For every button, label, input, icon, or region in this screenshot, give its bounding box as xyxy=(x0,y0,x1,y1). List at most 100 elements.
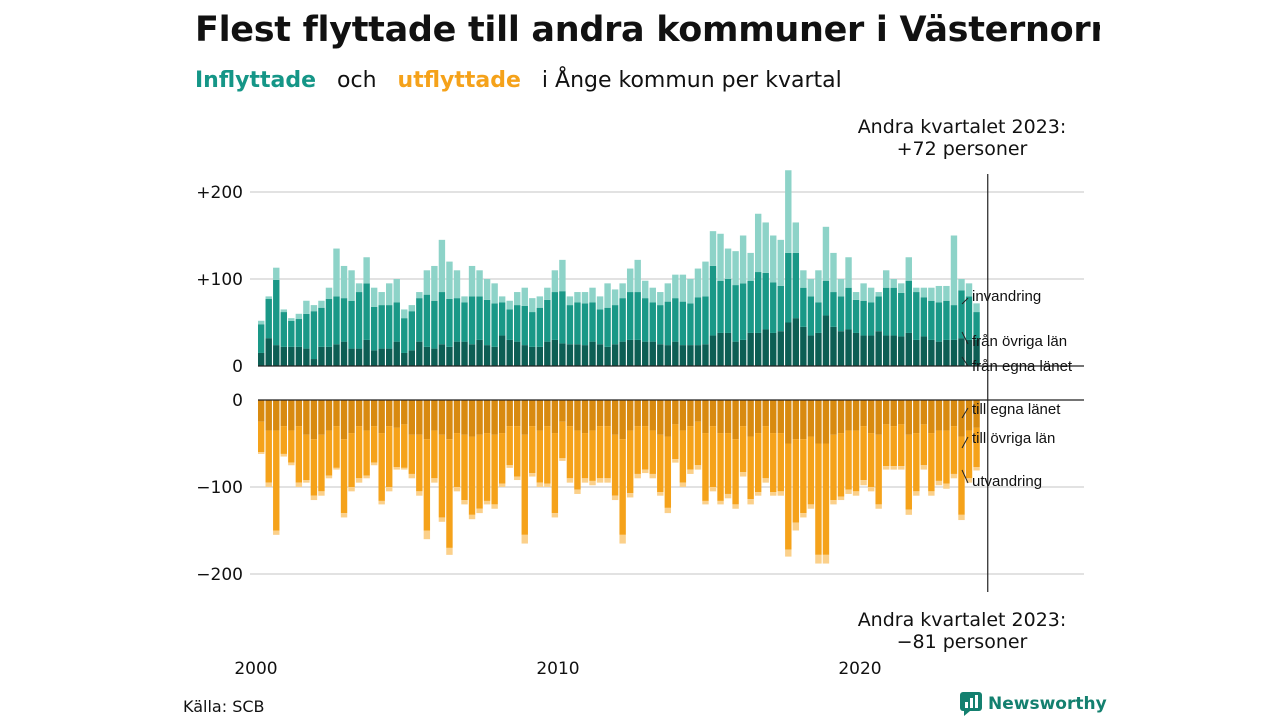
bar-in-egna-lanet xyxy=(694,345,702,366)
bar-out-utvandring xyxy=(905,509,912,515)
bar-out-utvandring xyxy=(611,495,619,501)
bar-out-ovriga-lan xyxy=(333,426,340,468)
bar-in-invandring xyxy=(551,270,559,293)
bar-in-egna-lanet xyxy=(815,332,822,366)
bar-out-utvandring xyxy=(386,487,393,492)
bar-out-egna-lanet xyxy=(687,400,694,427)
bar-out-egna-lanet xyxy=(777,400,784,434)
bar-in-ovriga-lan xyxy=(461,302,468,342)
bar-in-egna-lanet xyxy=(672,341,679,366)
bar-out-ovriga-lan xyxy=(393,427,400,467)
bar-in-egna-lanet xyxy=(905,332,912,366)
bar-out-ovriga-lan xyxy=(423,439,431,531)
bar-out-utvandring xyxy=(325,475,333,479)
bar-in-egna-lanet xyxy=(973,339,980,366)
bar-out-egna-lanet xyxy=(943,400,950,431)
bar-in-invandring xyxy=(483,279,491,300)
bar-out-egna-lanet xyxy=(559,400,566,422)
bar-out-utvandring xyxy=(574,489,581,494)
bar-out-ovriga-lan xyxy=(295,426,303,483)
bar-in-egna-lanet xyxy=(265,338,272,366)
bar-in-ovriga-lan xyxy=(318,307,325,347)
bar-in-egna-lanet xyxy=(325,346,333,366)
bar-out-egna-lanet xyxy=(928,400,935,434)
bar-out-ovriga-lan xyxy=(792,439,800,523)
bar-in-invandring xyxy=(852,292,860,300)
bar-out-ovriga-lan xyxy=(529,426,536,474)
bar-in-ovriga-lan xyxy=(950,305,958,340)
bar-out-utvandring xyxy=(724,493,732,499)
bar-out-utvandring xyxy=(596,478,604,483)
bar-out-egna-lanet xyxy=(649,400,656,431)
bar-in-egna-lanet xyxy=(732,341,739,366)
bar-out-utvandring xyxy=(649,473,656,479)
bar-in-ovriga-lan xyxy=(679,301,687,346)
bar-in-egna-lanet xyxy=(898,336,905,366)
bar-in-invandring xyxy=(898,283,905,293)
bar-in-egna-lanet xyxy=(340,341,348,366)
bar-out-egna-lanet xyxy=(604,400,611,427)
bar-in-ovriga-lan xyxy=(453,298,461,342)
bar-out-ovriga-lan xyxy=(506,426,513,466)
bar-in-egna-lanet xyxy=(303,348,310,366)
bar-in-invandring xyxy=(724,248,732,279)
bar-in-egna-lanet xyxy=(529,346,536,366)
bar-in-ovriga-lan xyxy=(898,292,905,337)
bar-out-utvandring xyxy=(913,491,920,496)
bar-in-egna-lanet xyxy=(634,339,641,366)
bar-in-egna-lanet xyxy=(333,344,340,366)
bar-in-invandring xyxy=(657,292,664,306)
chart-labels: +200 +100 0 0 −100 −200 2000 2010 2020 Andra kvar… xyxy=(196,116,1073,679)
bar-in-ovriga-lan xyxy=(747,280,754,333)
bar-out-egna-lanet xyxy=(348,400,355,434)
bar-in-invandring xyxy=(845,257,852,288)
bar-in-ovriga-lan xyxy=(657,305,664,345)
bar-in-ovriga-lan xyxy=(611,305,619,345)
bar-in-ovriga-lan xyxy=(913,292,920,340)
bar-out-utvandring xyxy=(423,530,431,540)
bar-out-ovriga-lan xyxy=(965,430,973,479)
bar-in-ovriga-lan xyxy=(544,299,551,342)
bar-in-ovriga-lan xyxy=(468,296,476,345)
bar-in-invandring xyxy=(754,213,762,273)
bar-out-ovriga-lan xyxy=(845,430,852,490)
bar-out-ovriga-lan xyxy=(544,426,551,484)
bar-in-egna-lanet xyxy=(498,335,506,366)
bar-out-ovriga-lan xyxy=(408,434,415,474)
bar-out-egna-lanet xyxy=(431,400,438,431)
bar-in-invandring xyxy=(566,296,574,306)
bar-in-ovriga-lan xyxy=(393,302,400,342)
bar-in-invandring xyxy=(837,279,845,297)
bar-in-invandring xyxy=(800,270,807,288)
bar-out-ovriga-lan xyxy=(762,426,769,479)
bar-in-ovriga-lan xyxy=(724,279,732,333)
bar-out-utvandring xyxy=(664,507,672,514)
bar-in-egna-lanet xyxy=(506,339,513,366)
bar-in-ovriga-lan xyxy=(860,300,867,336)
bar-in-ovriga-lan xyxy=(830,292,837,327)
bar-in-egna-lanet xyxy=(649,341,656,366)
bar-out-ovriga-lan xyxy=(378,433,385,501)
bar-out-egna-lanet xyxy=(408,400,415,435)
bar-out-egna-lanet xyxy=(438,400,446,435)
bar-out-egna-lanet xyxy=(800,400,807,440)
bar-in-ovriga-lan xyxy=(288,320,295,347)
series-leader xyxy=(961,331,969,345)
bar-in-egna-lanet xyxy=(468,344,476,366)
newsworthy-icon xyxy=(960,692,982,716)
bar-out-utvandring xyxy=(506,465,513,468)
bar-out-egna-lanet xyxy=(845,400,852,431)
bar-in-ovriga-lan xyxy=(852,299,860,333)
bar-out-utvandring xyxy=(626,493,634,498)
bar-in-invandring xyxy=(687,279,694,304)
bar-out-utvandring xyxy=(785,549,792,557)
y-tick-label: 0 xyxy=(232,391,243,411)
bar-out-egna-lanet xyxy=(589,400,596,431)
bar-out-utvandring xyxy=(288,462,295,466)
bar-in-egna-lanet xyxy=(724,332,732,366)
bar-out-egna-lanet xyxy=(882,400,890,425)
bar-in-invandring xyxy=(950,235,958,306)
bar-in-invandring xyxy=(378,292,385,306)
bar-in-invandring xyxy=(973,303,980,313)
bar-in-ovriga-lan xyxy=(709,265,717,336)
